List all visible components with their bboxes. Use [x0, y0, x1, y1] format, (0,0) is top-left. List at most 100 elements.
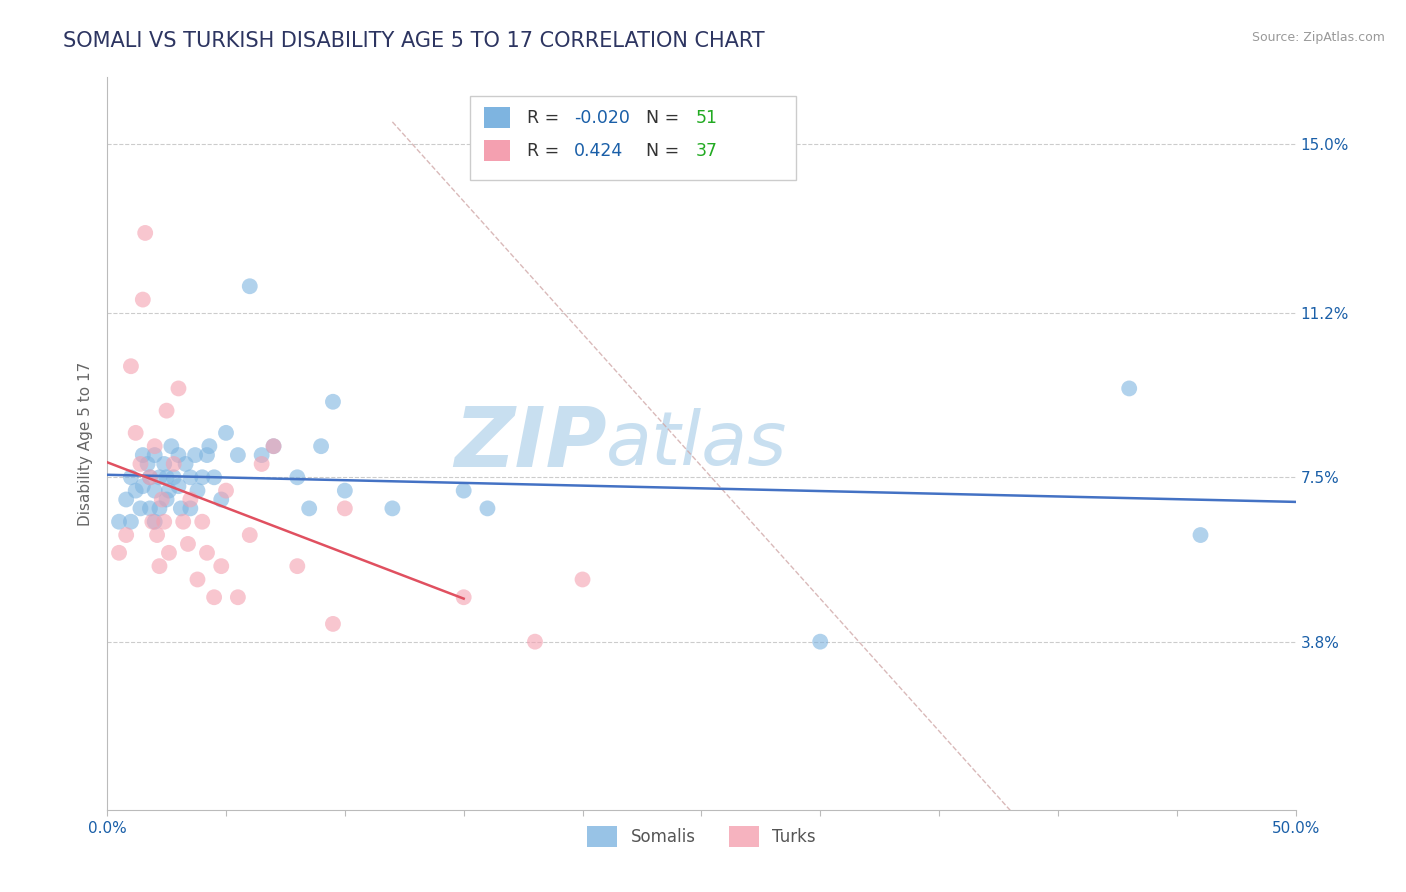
Point	[132, 293, 155, 307]
Point	[226, 591, 249, 605]
Point	[179, 492, 201, 507]
Point	[285, 470, 308, 484]
Point	[150, 492, 173, 507]
Text: 0.424: 0.424	[574, 142, 623, 160]
Point	[115, 492, 138, 507]
Point	[184, 448, 207, 462]
Point	[309, 439, 332, 453]
Point	[453, 591, 475, 605]
Point	[202, 591, 225, 605]
Point	[132, 448, 155, 462]
Y-axis label: Disability Age 5 to 17: Disability Age 5 to 17	[79, 362, 93, 526]
Point	[477, 501, 499, 516]
Point	[1189, 528, 1212, 542]
Point	[215, 483, 238, 498]
Point	[1118, 381, 1140, 395]
Point	[209, 559, 232, 574]
Point	[129, 501, 152, 516]
Legend: Somalis, Turks: Somalis, Turks	[581, 820, 823, 854]
Point	[209, 492, 232, 507]
Point	[120, 359, 142, 374]
Point	[157, 546, 180, 560]
Point	[143, 448, 166, 462]
Point	[226, 448, 249, 462]
Point	[170, 501, 193, 516]
Point	[195, 448, 218, 462]
Point	[120, 515, 142, 529]
Point	[139, 470, 162, 484]
Point	[153, 515, 176, 529]
Point	[125, 425, 148, 440]
Point	[148, 559, 170, 574]
FancyBboxPatch shape	[484, 108, 510, 128]
Point	[179, 501, 201, 516]
Point	[132, 479, 155, 493]
Text: 51: 51	[696, 109, 717, 127]
FancyBboxPatch shape	[484, 140, 510, 161]
Point	[143, 515, 166, 529]
Point	[157, 483, 180, 498]
Point	[239, 279, 262, 293]
Text: 37: 37	[696, 142, 717, 160]
Point	[141, 515, 163, 529]
Point	[148, 501, 170, 516]
FancyBboxPatch shape	[470, 95, 796, 180]
Point	[167, 448, 190, 462]
Point	[453, 483, 475, 498]
Point	[153, 457, 176, 471]
Point	[191, 515, 214, 529]
Point	[125, 483, 148, 498]
Point	[250, 457, 273, 471]
Point	[139, 470, 162, 484]
Point	[524, 634, 547, 648]
Text: atlas: atlas	[606, 408, 787, 480]
Point	[167, 479, 190, 493]
Point	[167, 381, 190, 395]
Point	[215, 425, 238, 440]
Text: Source: ZipAtlas.com: Source: ZipAtlas.com	[1251, 31, 1385, 45]
Point	[143, 483, 166, 498]
Point	[186, 483, 208, 498]
Point	[186, 573, 208, 587]
Point	[239, 528, 262, 542]
Point	[198, 439, 221, 453]
Point	[163, 457, 186, 471]
Point	[155, 403, 177, 417]
Point	[250, 448, 273, 462]
Point	[108, 546, 131, 560]
Point	[333, 501, 356, 516]
Point	[571, 573, 593, 587]
Text: R =: R =	[527, 142, 560, 160]
Text: R =: R =	[527, 109, 560, 127]
Text: SOMALI VS TURKISH DISABILITY AGE 5 TO 17 CORRELATION CHART: SOMALI VS TURKISH DISABILITY AGE 5 TO 17…	[63, 31, 765, 51]
Point	[381, 501, 404, 516]
Point	[298, 501, 321, 516]
Point	[333, 483, 356, 498]
Point	[179, 470, 201, 484]
Point	[120, 470, 142, 484]
Point	[129, 457, 152, 471]
Point	[148, 470, 170, 484]
Point	[139, 501, 162, 516]
Point	[202, 470, 225, 484]
Point	[322, 394, 344, 409]
Point	[177, 537, 200, 551]
Text: -0.020: -0.020	[574, 109, 630, 127]
Point	[322, 616, 344, 631]
Point	[263, 439, 285, 453]
Point	[285, 559, 308, 574]
Point	[155, 492, 177, 507]
Point	[172, 515, 194, 529]
Point	[263, 439, 285, 453]
Point	[191, 470, 214, 484]
Text: N =: N =	[645, 142, 679, 160]
Point	[808, 634, 831, 648]
Point	[195, 546, 218, 560]
Point	[108, 515, 131, 529]
Point	[174, 457, 197, 471]
Point	[163, 470, 186, 484]
Text: N =: N =	[645, 109, 679, 127]
Point	[146, 528, 169, 542]
Point	[143, 439, 166, 453]
Text: ZIP: ZIP	[454, 403, 606, 484]
